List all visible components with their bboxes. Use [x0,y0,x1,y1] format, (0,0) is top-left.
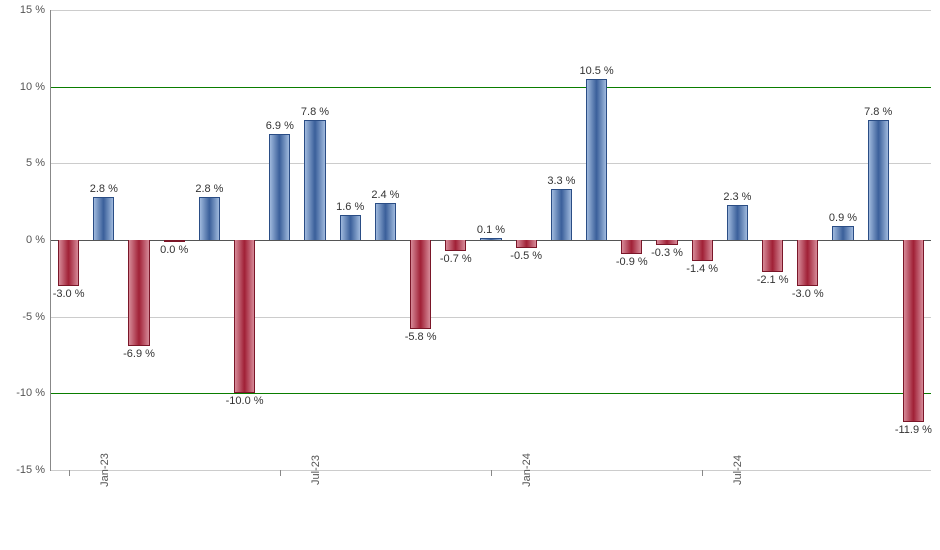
bar-value-label: -0.9 % [616,256,648,268]
bar [586,79,607,240]
y-tick-label: 10 % [20,81,51,93]
bar [304,120,325,240]
bar-value-label: -3.0 % [53,288,85,300]
bar-value-label: 6.9 % [266,120,294,132]
x-tick-label: Jan-23 [69,453,111,487]
bar [868,120,889,240]
y-tick-label: -5 % [22,311,51,323]
bar [480,238,501,240]
bar-value-label: -1.4 % [686,263,718,275]
bar-value-label: 2.8 % [90,183,118,195]
bar [199,197,220,240]
bar [903,240,924,422]
bar-value-label: -5.8 % [405,331,437,343]
x-tick-label: Jul-24 [702,455,744,485]
bar [692,240,713,261]
grid-line [51,10,931,11]
bar-value-label: -3.0 % [792,288,824,300]
bar-value-label: 2.4 % [371,189,399,201]
bar [832,226,853,240]
y-tick-label: 15 % [20,4,51,16]
bar-value-label: 1.6 % [336,201,364,213]
ref-line [51,87,931,88]
bar-value-label: -11.9 % [895,424,932,436]
bar-value-label: 7.8 % [301,106,329,118]
bar [516,240,537,248]
plot-area: -15 %-10 %-5 %0 %5 %10 %15 %-3.0 %2.8 %-… [50,10,931,471]
bar [375,203,396,240]
bar [269,134,290,240]
bar-value-label: 10.5 % [579,65,613,77]
bar-value-label: 7.8 % [864,106,892,118]
y-tick-label: 0 % [26,234,51,246]
bar-value-label: 0.1 % [477,224,505,236]
bar-value-label: -6.9 % [123,348,155,360]
y-tick-label: -10 % [16,387,51,399]
bar [727,205,748,240]
x-tick-label: Jan-24 [491,453,533,487]
bar-value-label: 0.9 % [829,212,857,224]
bar-value-label: -0.3 % [651,247,683,259]
bar [656,240,677,245]
y-tick-label: 5 % [26,157,51,169]
grid-line [51,163,931,164]
bar-value-label: 2.8 % [195,183,223,195]
bar-value-label: -10.0 % [226,395,264,407]
bar [58,240,79,286]
percent-change-bar-chart: -15 % -10 % -5 % 0 % 5 % 10 % 15 % -3.0 % 2.8 % -… [0,0,940,550]
bar [445,240,466,251]
bar [621,240,642,254]
bar-value-label: 3.3 % [547,175,575,187]
bar [762,240,783,272]
bar-value-label: -0.5 % [510,250,542,262]
bar [234,240,255,393]
x-tick-label: Jul-23 [280,455,322,485]
bar-value-label: -2.1 % [757,274,789,286]
bar [551,189,572,240]
ref-line [51,393,931,394]
bar [797,240,818,286]
bar-value-label: 2.3 % [723,191,751,203]
y-tick-label: -15 % [16,464,51,476]
bar-value-label: 0.0 % [160,244,188,256]
bar [128,240,149,346]
bar [164,240,185,242]
bar [340,215,361,240]
bar-value-label: -0.7 % [440,253,472,265]
bar [93,197,114,240]
grid-line [51,317,931,318]
bar [410,240,431,329]
